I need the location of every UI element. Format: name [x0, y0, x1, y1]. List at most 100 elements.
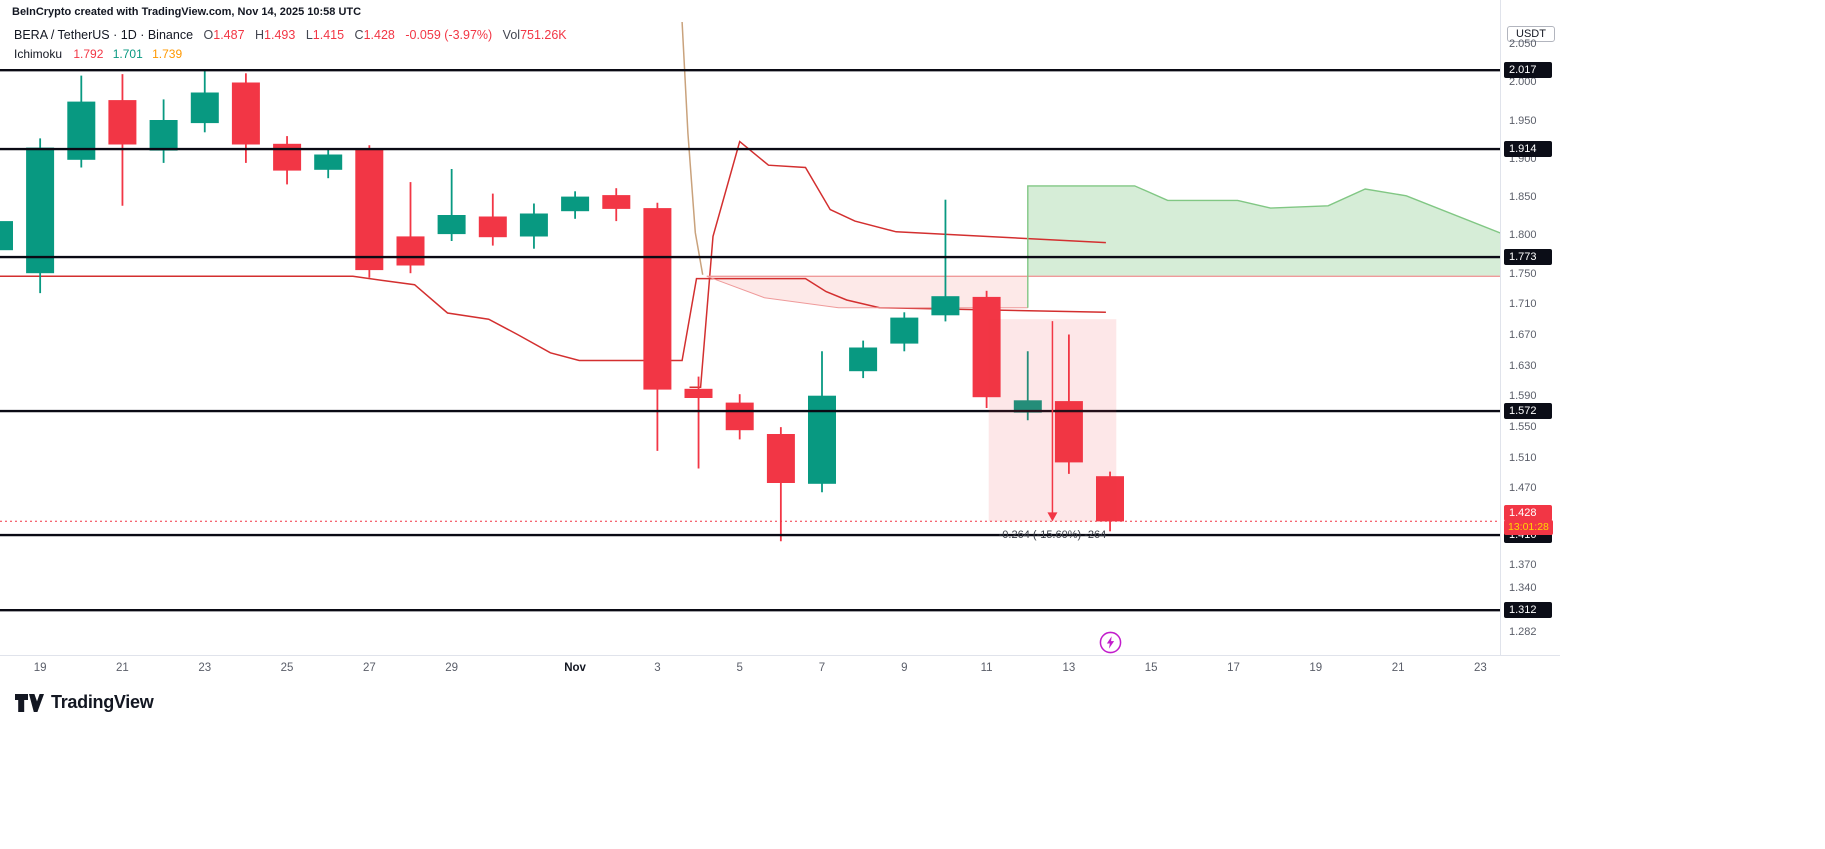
candle-body — [67, 101, 96, 160]
candle-body — [766, 434, 795, 483]
candle-body — [149, 120, 178, 151]
candle-body — [396, 236, 425, 266]
time-tick: 17 — [1227, 662, 1240, 674]
time-axis[interactable]: 19 21 23 25 27 29 Nov 3 5 7 9 11 13 15 17 19 21 23 — [0, 655, 1560, 682]
time-tick: 9 — [901, 662, 908, 674]
time-tick: 21 — [1391, 662, 1405, 674]
tradingview-footer-link[interactable]: TradingView — [14, 690, 154, 714]
candle-body — [602, 195, 631, 209]
low-label: L — [305, 28, 313, 42]
chart-area[interactable]: BeInCrypto created with TradingView.com,… — [0, 0, 1560, 730]
time-tick: 23 — [198, 662, 212, 674]
candle-body — [561, 196, 590, 212]
price-tick: 1.340 — [1509, 581, 1537, 594]
price-tick: 1.630 — [1509, 359, 1537, 372]
tradingview-brand-text: TradingView — [51, 691, 154, 712]
price-range-measure-label: -0.264 (-15.60%) -264 — [998, 529, 1107, 542]
time-tick: Nov — [564, 662, 586, 674]
time-tick: 15 — [1144, 662, 1158, 674]
level-price-badge: 1.572 — [1504, 403, 1552, 420]
open-value: 1.487 — [213, 28, 245, 42]
price-tick: 1.710 — [1509, 298, 1537, 311]
price-tick: 1.850 — [1509, 191, 1537, 204]
high-label: H — [255, 28, 265, 42]
time-tick: 19 — [1309, 662, 1323, 674]
bullish-kumo-cloud — [1027, 185, 1500, 277]
volume-label: Vol — [502, 28, 521, 42]
ichimoku-indicator-name[interactable]: Ichimoku — [14, 47, 63, 61]
candle-body — [231, 82, 260, 145]
candle-body — [808, 395, 836, 484]
tradingview-logo-icon — [15, 694, 44, 712]
high-value: 1.493 — [264, 28, 296, 42]
senkou-a-edge-bullish — [1027, 185, 1500, 308]
time-tick: 23 — [1473, 662, 1487, 674]
last-price-badge: 1.428 — [1504, 505, 1552, 522]
candle-body — [931, 296, 960, 316]
candle-body — [519, 213, 548, 237]
price-tick: 1.510 — [1509, 451, 1537, 464]
price-range-arrowhead — [1047, 512, 1058, 522]
price-tick: 1.550 — [1509, 420, 1537, 433]
bar-countdown-badge: 13:01:28 — [1504, 520, 1553, 536]
price-axis[interactable]: USDT 2.050 2.000 1.950 1.900 1.850 1.800 1.750… — [1500, 0, 1561, 655]
time-tick: 7 — [818, 662, 826, 674]
ichimoku-value-1: 1.792 — [73, 47, 104, 61]
candle-body — [684, 388, 713, 398]
flash-event-icon[interactable] — [1099, 631, 1122, 654]
candle-body — [849, 347, 878, 372]
change-value: -0.059 (-3.97%) — [405, 28, 493, 42]
currency-toggle[interactable]: USDT — [1507, 26, 1555, 42]
lagging-span-tan — [681, 21, 704, 275]
time-tick: 21 — [116, 662, 129, 674]
time-tick: 19 — [33, 662, 47, 674]
volume-value: 751.26K — [520, 28, 567, 42]
candle-body — [273, 143, 302, 171]
candle-body — [890, 317, 919, 344]
candle-body — [478, 216, 507, 238]
price-tick: 1.950 — [1509, 114, 1537, 127]
price-tick: 1.370 — [1509, 558, 1537, 571]
ichimoku-conversion-line — [689, 140, 1106, 389]
time-tick: 27 — [362, 662, 376, 674]
price-chart-canvas[interactable] — [0, 0, 1500, 655]
ichimoku-legend[interactable]: Ichimoku 1.792 1.701 1.739 — [14, 47, 182, 61]
candle-body — [725, 402, 754, 431]
level-price-badge: 2.017 — [1504, 62, 1552, 79]
attribution-text: BeInCrypto created with TradingView.com,… — [12, 6, 362, 18]
time-tick: 25 — [280, 662, 294, 674]
candle-body — [190, 92, 219, 124]
close-value: 1.428 — [363, 28, 395, 42]
ichimoku-base-line — [0, 275, 1106, 362]
price-tick: 2.050 — [1509, 37, 1537, 50]
price-tick: 1.670 — [1509, 329, 1537, 341]
candle-body — [108, 100, 137, 145]
price-tick: 1.800 — [1509, 229, 1537, 242]
level-price-badge: 1.312 — [1504, 602, 1552, 619]
time-tick: 5 — [736, 662, 743, 674]
ichimoku-value-3: 1.739 — [152, 47, 183, 61]
time-tick: 3 — [654, 662, 661, 674]
symbol-title[interactable]: BERA / TetherUS · 1D · Binance — [14, 28, 194, 42]
candle-body — [314, 154, 343, 170]
price-tick: 1.470 — [1509, 482, 1537, 495]
candle-body — [1013, 400, 1042, 413]
price-tick: 2.000 — [1509, 76, 1537, 89]
symbol-legend[interactable]: BERA / TetherUS · 1D · Binance O1.487 H1… — [14, 28, 567, 42]
time-tick: 11 — [980, 662, 993, 674]
low-value: 1.415 — [312, 28, 345, 42]
candle-body — [437, 215, 466, 235]
candle-body — [1096, 476, 1124, 522]
candle-body — [643, 208, 672, 390]
time-tick: 13 — [1062, 662, 1076, 674]
level-price-badge: 1.773 — [1504, 249, 1552, 266]
candle-body — [26, 147, 55, 274]
price-tick: 1.590 — [1509, 390, 1537, 403]
close-label: C — [354, 28, 364, 42]
time-tick: 29 — [445, 662, 459, 674]
open-label: O — [203, 28, 214, 42]
candle-body — [972, 296, 1001, 398]
ichimoku-value-2: 1.701 — [112, 47, 143, 61]
level-price-badge: 1.914 — [1504, 141, 1552, 158]
price-tick: 1.750 — [1509, 267, 1537, 280]
